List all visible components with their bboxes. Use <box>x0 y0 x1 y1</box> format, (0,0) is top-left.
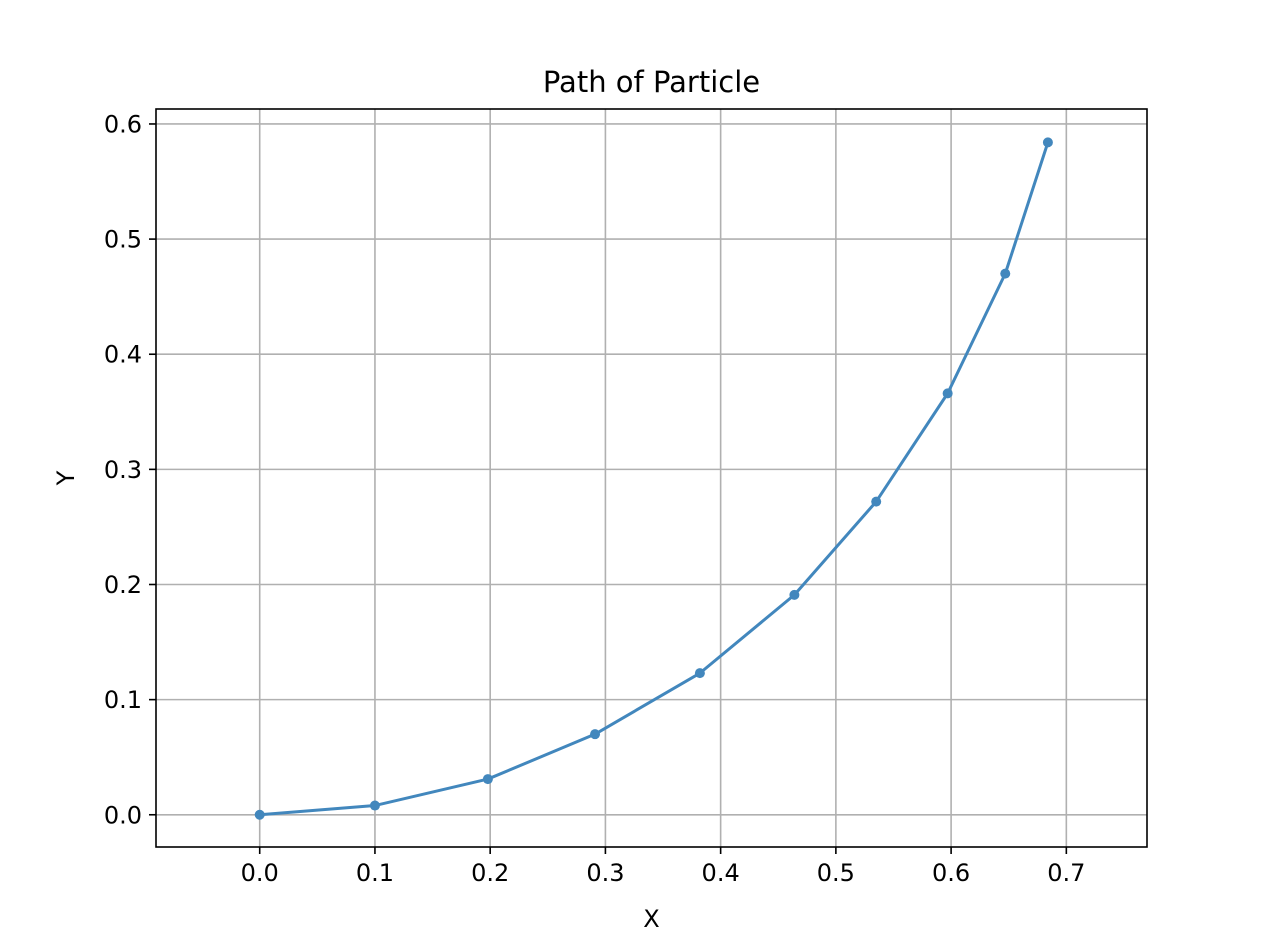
x-tick-label: 0.7 <box>1047 859 1085 887</box>
x-tick-label: 0.1 <box>356 859 394 887</box>
grid <box>156 109 1147 847</box>
series-line <box>258 140 1050 817</box>
y-tick-label: 0.2 <box>104 571 142 599</box>
chart-title: Path of Particle <box>543 65 760 99</box>
x-tick-label: 0.5 <box>817 859 855 887</box>
data-point <box>871 496 882 507</box>
data-point <box>942 388 953 399</box>
y-tick-label: 0.5 <box>104 226 142 254</box>
x-tick-label: 0.0 <box>241 859 279 887</box>
x-tick-label: 0.2 <box>471 859 509 887</box>
y-tick-label: 0.6 <box>104 110 142 138</box>
ticks: 0.0 0.1 0.2 0.3 0.4 0.5 0.6 0.7 0.0 0.1 0.2 0.3 0.4 0… <box>104 110 1086 887</box>
series-layer <box>254 137 1053 820</box>
plot-frame <box>155 108 1148 848</box>
x-tick-label: 0.6 <box>932 859 970 887</box>
data-point <box>254 809 265 820</box>
data-point <box>1042 137 1053 148</box>
x-tick-label: 0.3 <box>586 859 624 887</box>
y-tick-label: 0.1 <box>104 686 142 714</box>
x-tick-label: 0.4 <box>702 859 740 887</box>
y-tick-label: 0.3 <box>104 456 142 484</box>
x-axis-label: X <box>643 905 659 933</box>
y-tick-label: 0.4 <box>104 341 142 369</box>
data-point <box>369 800 380 811</box>
data-point <box>590 729 601 740</box>
data-point <box>482 774 493 785</box>
data-point <box>1000 268 1011 279</box>
y-axis-label: Y <box>52 470 80 486</box>
y-tick-label: 0.0 <box>104 801 142 829</box>
data-point <box>694 668 705 679</box>
data-point <box>789 589 800 600</box>
